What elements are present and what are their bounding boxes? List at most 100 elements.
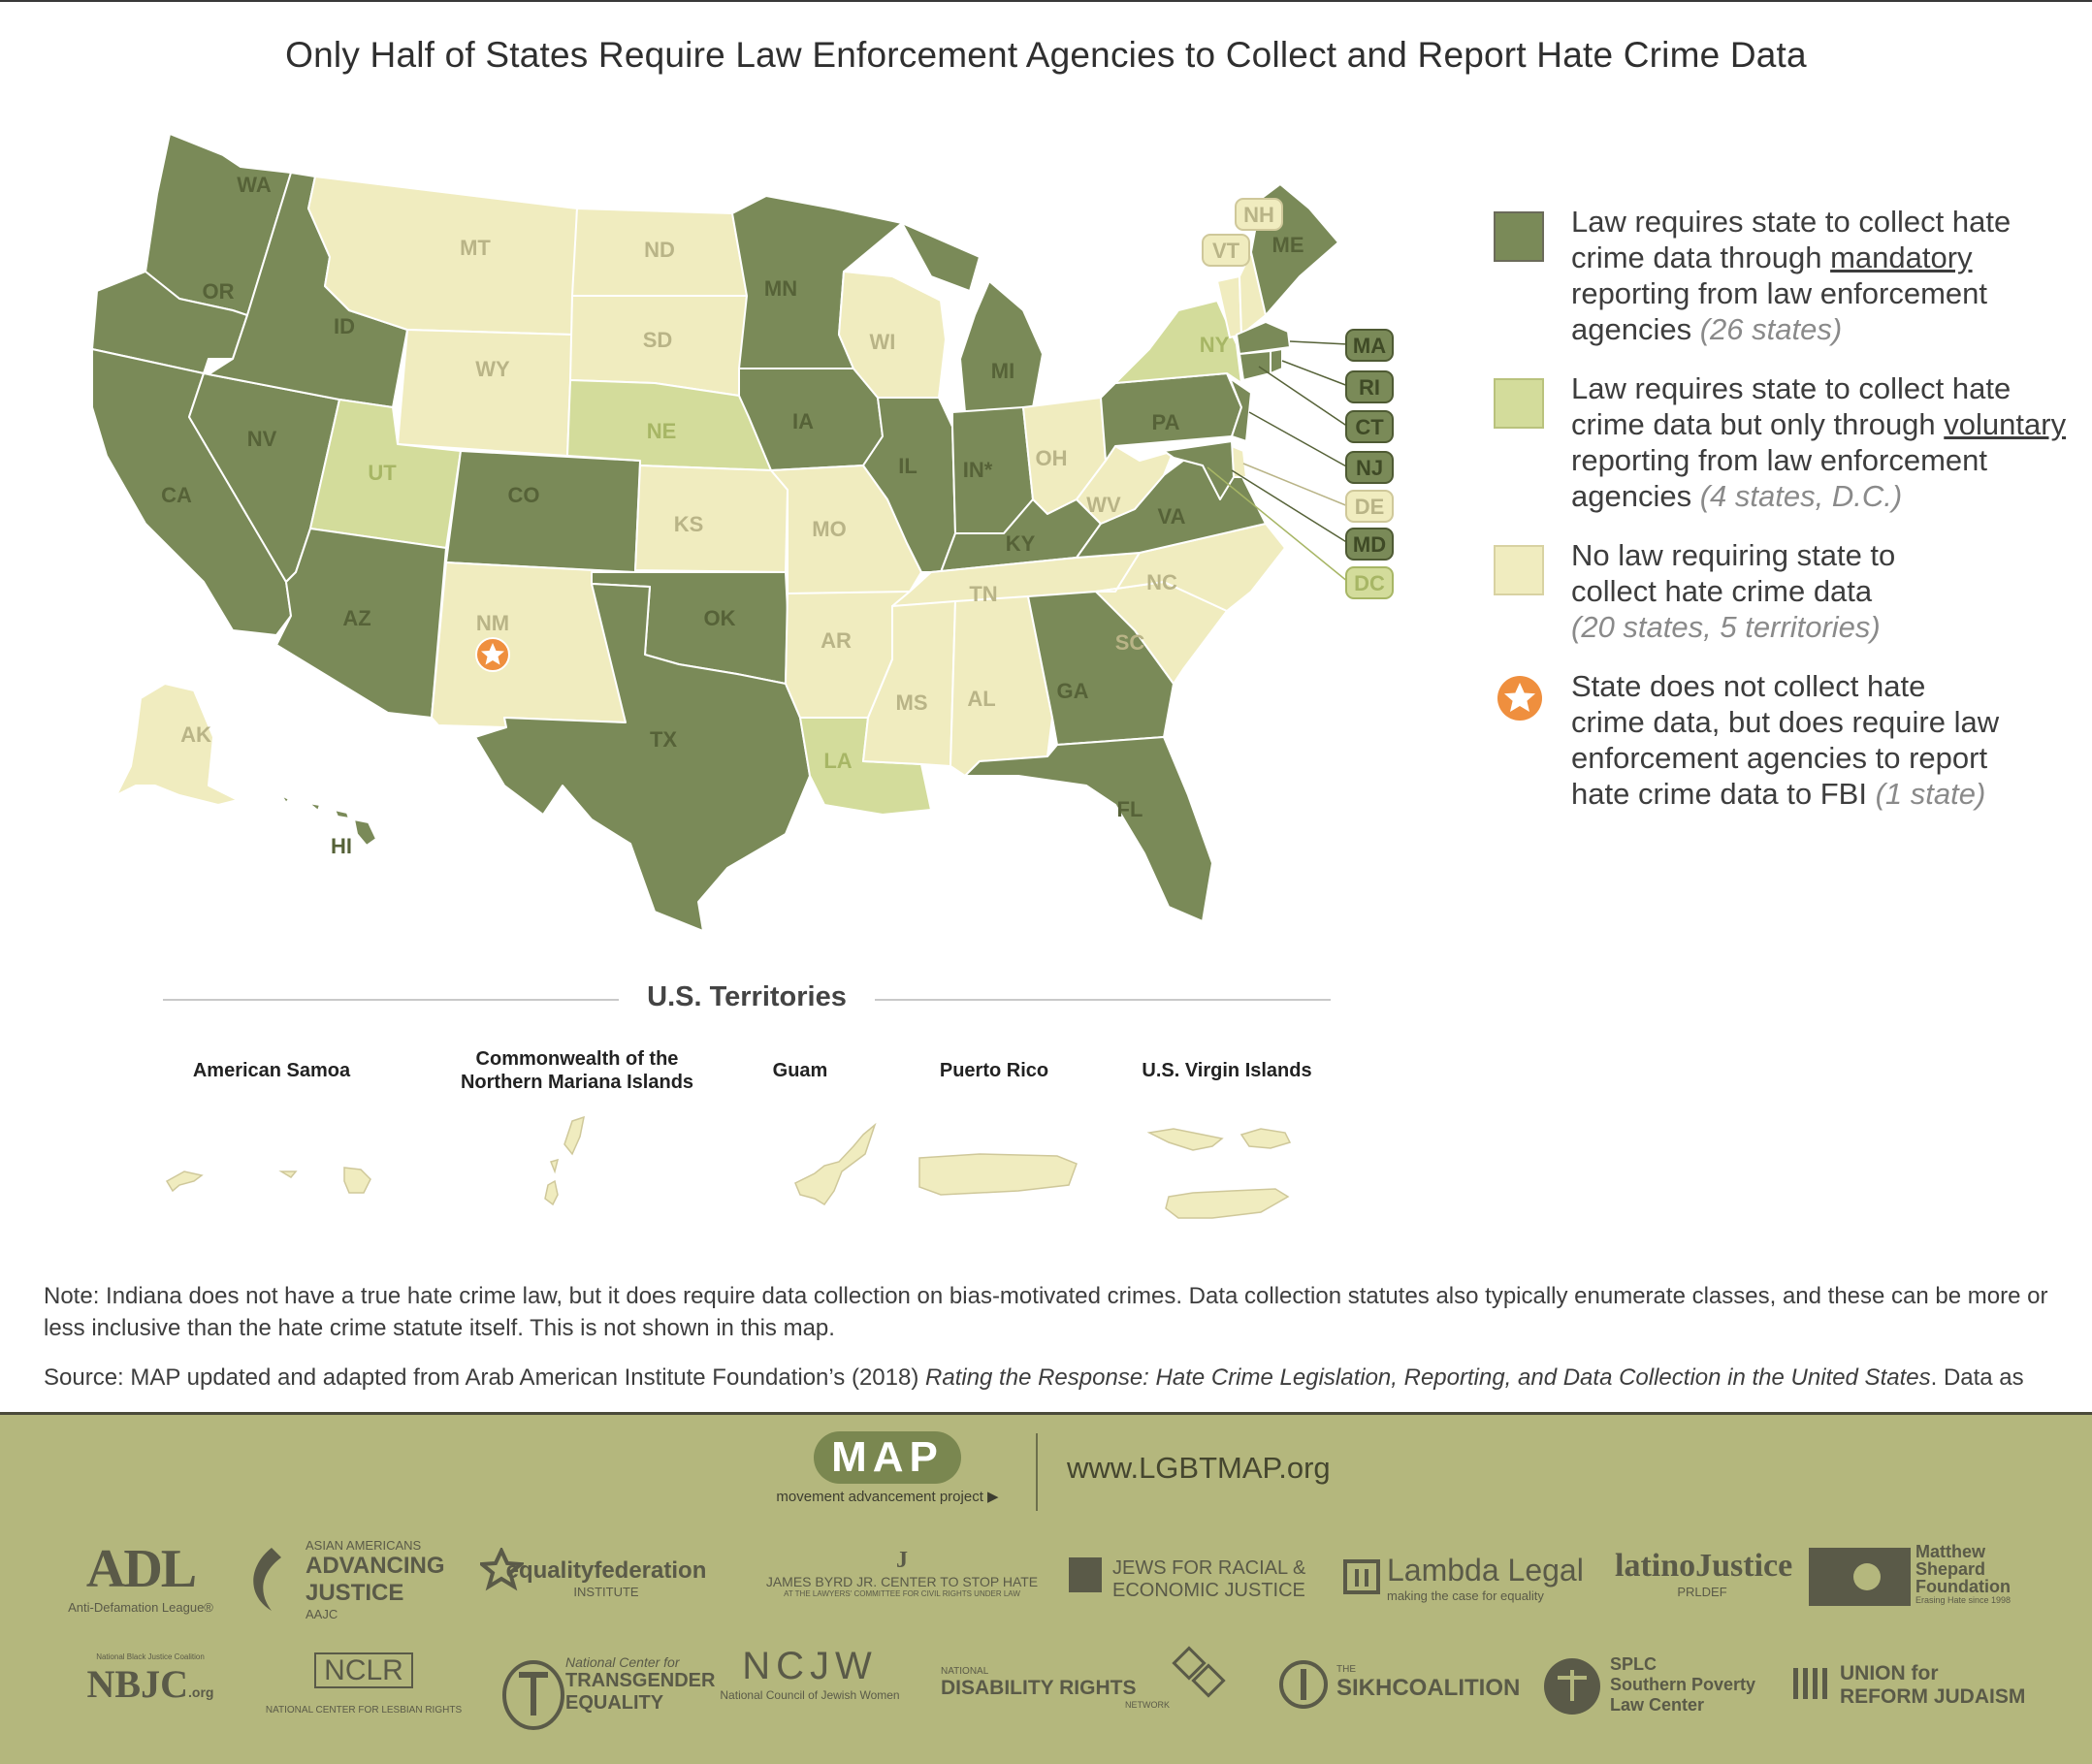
partner-drn[interactable]: NATIONAL DISABILITY RIGHTS NETWORK	[941, 1666, 1170, 1710]
label-usvi: U.S. Virgin Islands	[1142, 1060, 1312, 1081]
label-ma: MA	[1353, 334, 1386, 358]
partner-latinojustice[interactable]: latinoJustice PRLDEF	[1615, 1548, 1793, 1599]
label-ga: GA	[1057, 679, 1089, 703]
label-wv: WV	[1086, 493, 1121, 517]
label-wy: WY	[475, 357, 510, 381]
state-ks[interactable]	[634, 465, 789, 573]
partner-byrd-center[interactable]: J JAMES BYRD JR. CENTER TO STOP HATE AT …	[765, 1548, 1039, 1598]
label-nm: NM	[476, 611, 509, 635]
label-mn: MN	[764, 276, 797, 301]
state-fl[interactable]	[964, 736, 1213, 922]
partner-nbjc[interactable]: National Black Justice Coalition NBJC.or…	[86, 1652, 214, 1706]
badge-nj	[1345, 451, 1394, 484]
label-ut: UT	[368, 461, 397, 485]
state-or[interactable]	[91, 271, 248, 374]
label-nv: NV	[247, 427, 277, 451]
mandatory-swatch	[1494, 211, 1544, 262]
label-ia: IA	[792, 409, 814, 433]
label-nh: NH	[1243, 203, 1274, 227]
label-nd: ND	[644, 238, 675, 262]
partner-equality-federation[interactable]: equalityfederation INSTITUTE	[505, 1557, 707, 1599]
footer-divider	[0, 1412, 2092, 1415]
label-nj: NJ	[1356, 456, 1383, 480]
partner-sikh-coalition[interactable]: THE SIKHCOALITION	[1336, 1664, 1521, 1701]
label-id: ID	[334, 314, 355, 338]
label-ms: MS	[896, 690, 928, 715]
partner-ncjw[interactable]: NCJW National Council of Jewish Women	[720, 1645, 900, 1702]
state-ri[interactable]	[1270, 348, 1283, 374]
legend-voluntary: Law requires state to collect hate crime…	[1494, 370, 2076, 514]
label-fl: FL	[1117, 797, 1143, 821]
state-ct[interactable]	[1239, 350, 1271, 381]
label-in: IN*	[963, 458, 993, 482]
label-oh: OH	[1036, 446, 1068, 470]
none-swatch	[1494, 545, 1544, 595]
urj-icon	[1793, 1668, 1827, 1699]
partner-matthew-shepard[interactable]: Matthew Shepard Foundation Erasing Hate …	[1915, 1542, 2012, 1605]
aajc-logo-icon	[253, 1548, 281, 1611]
label-ks: KS	[674, 512, 704, 536]
label-tn: TN	[969, 582, 997, 606]
legend: Law requires state to collect hate crime…	[1494, 204, 2076, 835]
badge-de	[1345, 490, 1394, 523]
territory-usvi	[1146, 1128, 1292, 1219]
state-wy[interactable]	[397, 329, 573, 457]
splc-icon	[1544, 1658, 1600, 1715]
label-co: CO	[508, 483, 540, 507]
label-sc: SC	[1115, 630, 1145, 655]
state-mt[interactable]	[307, 176, 578, 336]
divider	[875, 999, 1331, 1001]
badge-dc	[1345, 566, 1394, 599]
voluntary-swatch	[1494, 378, 1544, 429]
partner-jfrej[interactable]: JEWS FOR RACIAL & ECONOMIC JUSTICE	[1112, 1557, 1306, 1601]
label-nc: NC	[1146, 570, 1177, 594]
partner-splc[interactable]: SPLC Southern Poverty Law Center	[1610, 1654, 1756, 1715]
partner-urj[interactable]: UNION for REFORM JUDAISM	[1840, 1662, 2026, 1708]
territories-header: U.S. Territories	[163, 981, 1331, 1016]
footer-divider-vertical	[1036, 1433, 1038, 1511]
badge-nh	[1235, 198, 1283, 231]
label-or: OR	[203, 279, 235, 304]
territory-puerto-rico	[918, 1153, 1078, 1196]
state-tx[interactable]	[474, 583, 811, 932]
state-co[interactable]	[445, 450, 641, 573]
state-md[interactable]	[1163, 440, 1235, 500]
legend-none: No law requiring state to collect hate c…	[1494, 537, 2076, 645]
label-ar: AR	[821, 628, 852, 653]
partner-nclr[interactable]: NCLR NATIONAL CENTER FOR LESBIAN RIGHTS	[265, 1652, 463, 1716]
map-logo[interactable]: MAP movement advancement project ▶	[776, 1431, 999, 1505]
equality-federation-star-icon	[480, 1548, 524, 1591]
label-la: LA	[823, 749, 852, 773]
label-ct: CT	[1355, 415, 1384, 439]
territories-map	[165, 1115, 1292, 1219]
map-title: Only Half of States Require Law Enforcem…	[285, 35, 1807, 75]
label-vt: VT	[1212, 239, 1240, 263]
state-ma[interactable]	[1236, 321, 1291, 355]
label-ok: OK	[704, 606, 736, 630]
sikh-coalition-icon	[1279, 1660, 1328, 1709]
territories-title: U.S. Territories	[647, 981, 847, 1012]
partner-lambda-legal[interactable]: Lambda Legal making the case for equalit…	[1387, 1553, 1584, 1603]
divider	[163, 999, 619, 1001]
label-mi: MI	[991, 359, 1014, 383]
website-link[interactable]: www.LGBTMAP.org	[1067, 1451, 1331, 1485]
state-nj[interactable]	[1229, 377, 1252, 442]
label-ri: RI	[1359, 375, 1380, 400]
label-dc: DC	[1354, 571, 1385, 595]
badge-vt	[1202, 234, 1250, 267]
label-ca: CA	[161, 483, 192, 507]
partner-adl[interactable]: ADL Anti-Defamation League®	[68, 1539, 213, 1615]
label-al: AL	[967, 687, 995, 711]
badge-ri	[1345, 370, 1394, 403]
source-text: Source: MAP updated and adapted from Ara…	[44, 1364, 2024, 1391]
partner-ncte[interactable]: National Center for TRANSGENDER EQUALITY	[565, 1654, 716, 1714]
territory-cnmi	[544, 1115, 585, 1206]
lambda-legal-icon	[1343, 1559, 1380, 1594]
footer: MAP movement advancement project ▶ www.L…	[0, 1412, 2092, 1764]
territory-guam	[794, 1122, 877, 1205]
state-ak[interactable]	[115, 683, 239, 806]
label-me: ME	[1272, 233, 1304, 257]
partner-aajc[interactable]: ASIAN AMERICANS ADVANCING JUSTICE AAJC	[306, 1538, 445, 1621]
label-ne: NE	[647, 419, 677, 443]
state-hi[interactable]	[280, 794, 377, 847]
